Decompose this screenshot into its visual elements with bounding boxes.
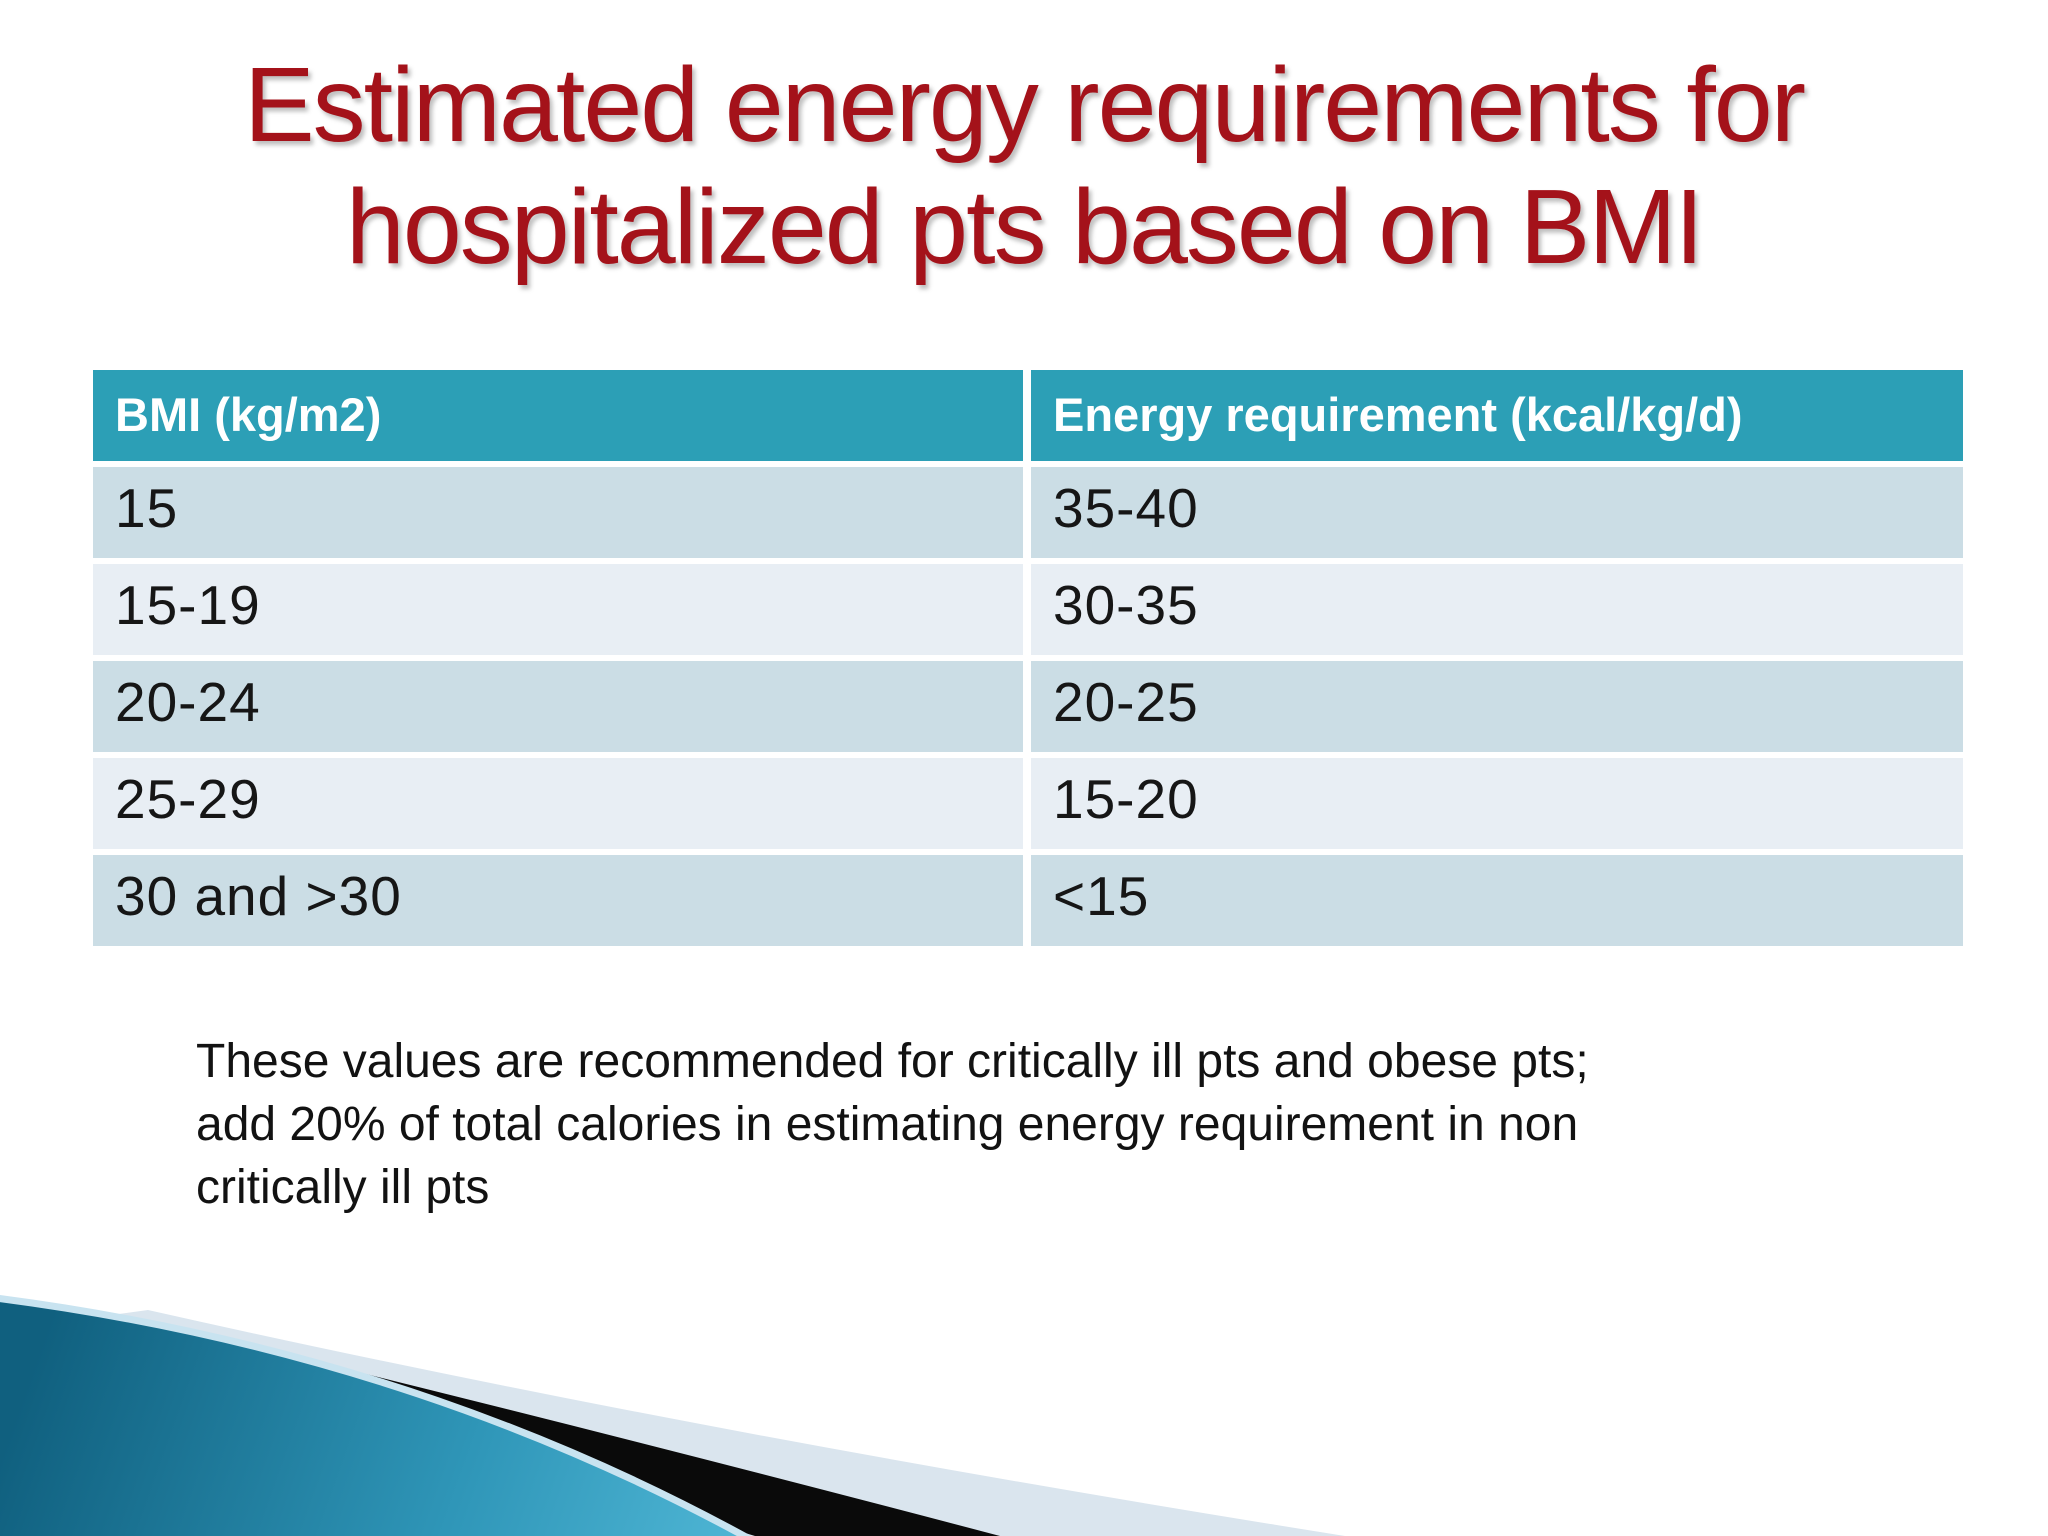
note-line: critically ill pts (196, 1161, 490, 1214)
teal-swoosh-shape (0, 1295, 752, 1536)
note-line: add 20% of total calories in estimating … (196, 1098, 1579, 1151)
table-row: 25-29 15-20 (93, 758, 1963, 849)
table-cell-bmi: 30 and >30 (93, 855, 1023, 946)
note-line: These values are recommended for critica… (196, 1035, 1589, 1088)
note-paragraph: These values are recommended for critica… (196, 1030, 1916, 1219)
black-stripe-shape (105, 1316, 1000, 1536)
slide-title-line2: hospitalized pts based on BMI (345, 168, 1704, 286)
table-cell-energy: 15-20 (1031, 758, 1963, 849)
table-header-bmi: BMI (kg/m2) (93, 370, 1023, 461)
table-cell-energy: 20-25 (1031, 661, 1963, 752)
table-row: 15-19 30-35 (93, 564, 1963, 655)
table-cell-bmi: 15 (93, 467, 1023, 558)
table-cell-energy: <15 (1031, 855, 1963, 946)
table-row: 30 and >30 <15 (93, 855, 1963, 946)
table-cell-bmi: 25-29 (93, 758, 1023, 849)
slide-title-line1: Estimated energy requirements for (243, 46, 1806, 164)
slide-title: Estimated energy requirements for hospit… (0, 44, 2048, 288)
bmi-energy-table: BMI (kg/m2) Energy requirement (kcal/kg/… (93, 370, 1963, 952)
table-cell-bmi: 15-19 (93, 564, 1023, 655)
table-cell-energy: 35-40 (1031, 467, 1963, 558)
table-row: 15 35-40 (93, 467, 1963, 558)
table-cell-energy: 30-35 (1031, 564, 1963, 655)
table-cell-bmi: 20-24 (93, 661, 1023, 752)
table-header-row: BMI (kg/m2) Energy requirement (kcal/kg/… (93, 370, 1963, 461)
pale-wedge-shape (0, 1310, 1345, 1536)
table-header-energy: Energy requirement (kcal/kg/d) (1031, 370, 1963, 461)
table-row: 20-24 20-25 (93, 661, 1963, 752)
